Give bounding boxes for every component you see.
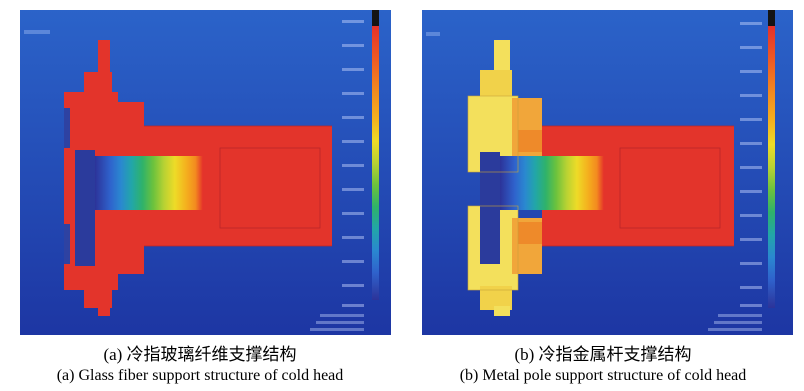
cold-column [75, 150, 95, 266]
caption-a-chinese: (a) 冷指玻璃纤维支撑结构 [103, 345, 297, 364]
temperature-gradient-rod [500, 156, 604, 210]
frame-outline [467, 95, 519, 291]
label-smudge [24, 30, 50, 34]
caption-b-english: (b) Metal pole support structure of cold… [459, 367, 747, 384]
temperature-gradient-rod [95, 156, 203, 210]
caption-b-chinese: (b) 冷指金属杆支撑结构 [514, 345, 692, 364]
label-smudge [426, 32, 440, 36]
colorbar-ticks [342, 20, 364, 307]
inner-slot-top [64, 108, 70, 148]
mesh-outline [542, 125, 734, 247]
thermal-simulation-image-metal-pole [422, 10, 793, 335]
thermal-simulation-image-glass-fiber [20, 10, 391, 335]
inner-slot-bottom [64, 224, 70, 264]
cold-column [480, 152, 500, 264]
colorbar-ticks [740, 22, 762, 307]
thermal-contour-plot-b [422, 10, 793, 335]
colorbar [708, 10, 775, 331]
warm-structure [512, 98, 548, 274]
thermal-contour-plot-a [20, 10, 391, 335]
caption-a-english: (a) Glass fiber support structure of col… [56, 367, 344, 384]
caption-a: (a) 冷指玻璃纤维支撑结构 (a) Glass fiber support s… [0, 344, 400, 386]
mesh-outline [144, 125, 332, 247]
caption-b: (b) 冷指金属杆支撑结构 (b) Metal pole support str… [403, 344, 803, 386]
colorbar [310, 10, 379, 331]
